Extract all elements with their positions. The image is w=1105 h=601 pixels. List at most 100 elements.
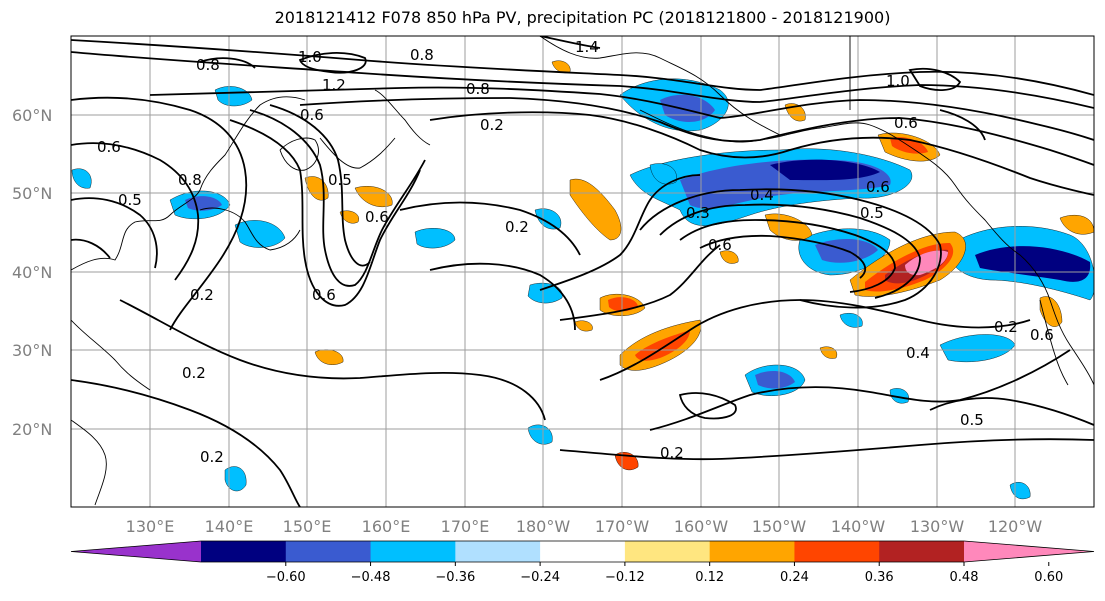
colorbar-extend-low [71,541,201,562]
colorbar-segment [370,541,456,562]
contour-label: 0.6 [300,106,324,124]
pos-region-bc-coast-core [890,136,928,154]
lon-label: 130°E [126,517,175,536]
neg-region-west-coast-core [975,246,1091,282]
colorbar-tick-label: −0.60 [266,570,306,585]
lon-label: 150°E [283,517,332,536]
colorbar-tick-label: 0.24 [780,570,809,585]
pos-region-170w [569,178,622,241]
colorbar-tick-label: −0.24 [520,570,560,585]
contour-label: 0.6 [708,236,732,254]
colorbar-segment [455,541,541,562]
lat-labels: 60°N 50°N 40°N 30°N 20°N [12,106,52,439]
neg-blob-4 [224,466,247,492]
contour-label: 0.2 [200,448,224,466]
colorbar-tick-label: −0.12 [605,570,645,585]
colorbar-segment [540,541,626,562]
lon-label: 160°E [362,517,411,536]
pv-contours [71,36,1094,507]
neg-blob-5 [527,424,553,445]
contour-label: 0.4 [906,344,930,362]
contour-label: 0.8 [196,56,220,74]
lat-label: 60°N [12,106,52,125]
colorbar-tick-label: 0.60 [1034,570,1063,585]
colorbar-tick-label: 0.12 [695,570,724,585]
contour-label: 0.6 [866,178,890,196]
lon-label: 150°W [752,517,807,536]
pos-blob-d [574,320,593,332]
lat-label: 30°N [12,341,52,360]
contour-label: 0.2 [480,116,504,134]
lon-label: 180°W [516,517,571,536]
contour-label: 1.0 [298,48,322,66]
contour-label: 0.5 [328,171,352,189]
contour-label: 0.6 [365,208,389,226]
lon-label: 140°W [831,517,886,536]
contour-label-group: 0.8 1.0 0.8 1.4 1.2 0.8 0.2 0.6 0.6 0.5 … [97,38,1054,466]
neg-region-gulf-core [770,159,880,181]
neg-blob-3 [534,208,562,230]
lon-label: 120°W [988,517,1043,536]
colorbar-tick-label: 0.36 [865,570,894,585]
contour-label: 0.8 [178,171,202,189]
contour-label: 0.6 [1030,326,1054,344]
contour-label: 1.2 [322,76,346,94]
contour-label: 1.4 [575,38,599,56]
pos-region-nw-pac-2 [354,186,393,208]
contour-label: 0.8 [410,46,434,64]
lat-label: 50°N [12,184,52,203]
colorbar: −0.60 −0.48 −0.36 −0.24 −0.12 0.12 0.24 0.36 0.4… [70,540,1095,585]
contour-label: 0.2 [182,364,206,382]
lon-label: 140°E [205,517,254,536]
neg-blob-1 [414,228,456,249]
lon-label: 170°E [441,517,490,536]
lon-label: 130°W [910,517,965,536]
pos-region-mid-pac-core [635,330,690,361]
coastlines [71,36,1094,506]
colorbar-tick-label: −0.36 [435,570,475,585]
contour-label: 0.4 [750,186,774,204]
colorbar-segment [624,541,711,562]
contour-label: 0.3 [686,204,710,222]
contour-label: 0.6 [894,114,918,132]
contour-label: 0.2 [994,318,1018,336]
lat-label: 40°N [12,263,52,282]
contour-label: 0.2 [505,218,529,236]
colorbar-tick-label: −0.48 [351,570,391,585]
neg-region-korea [234,220,286,248]
contour-label: 0.5 [960,411,984,429]
colorbar-segment [879,541,965,562]
neg-region-kamchatka [214,86,253,107]
pos-blob-a [719,250,739,264]
neg-blob-9 [71,168,92,189]
contour-label: 1.0 [886,72,910,90]
neg-region-sub1-core [755,370,795,389]
contour-label: 0.6 [97,138,121,156]
contour-label: 0.5 [860,204,884,222]
contour-label: 0.2 [190,286,214,304]
colorbar-tick-label: 0.48 [950,570,979,585]
neg-blob-2 [527,282,563,304]
precip-shading [71,60,1094,500]
contour-label: 0.2 [660,444,684,462]
contour-label: 0.5 [118,191,142,209]
colorbar-segment [285,541,372,562]
colorbar-outline [70,540,1095,563]
lon-labels: 130°E 140°E 150°E 160°E 170°E 180°W 170°… [126,517,1043,536]
neg-blob-10 [649,163,677,185]
colorbar-segment [709,541,795,562]
lon-label: 160°W [674,517,729,536]
neg-blob-7 [839,313,863,328]
neg-blob-6 [889,388,909,404]
pos-region-socal [1059,215,1094,235]
colorbar-extend-high [964,541,1094,562]
contour-label: 0.6 [312,286,336,304]
contour-label: 0.8 [466,80,490,98]
colorbar-segment [794,541,880,562]
colorbar-segment [201,541,287,562]
map-title: 2018121412 F078 850 hPa PV, precipitatio… [274,8,891,27]
lon-label: 170°W [595,517,650,536]
lat-label: 20°N [12,420,52,439]
plot-frame [70,35,1095,508]
